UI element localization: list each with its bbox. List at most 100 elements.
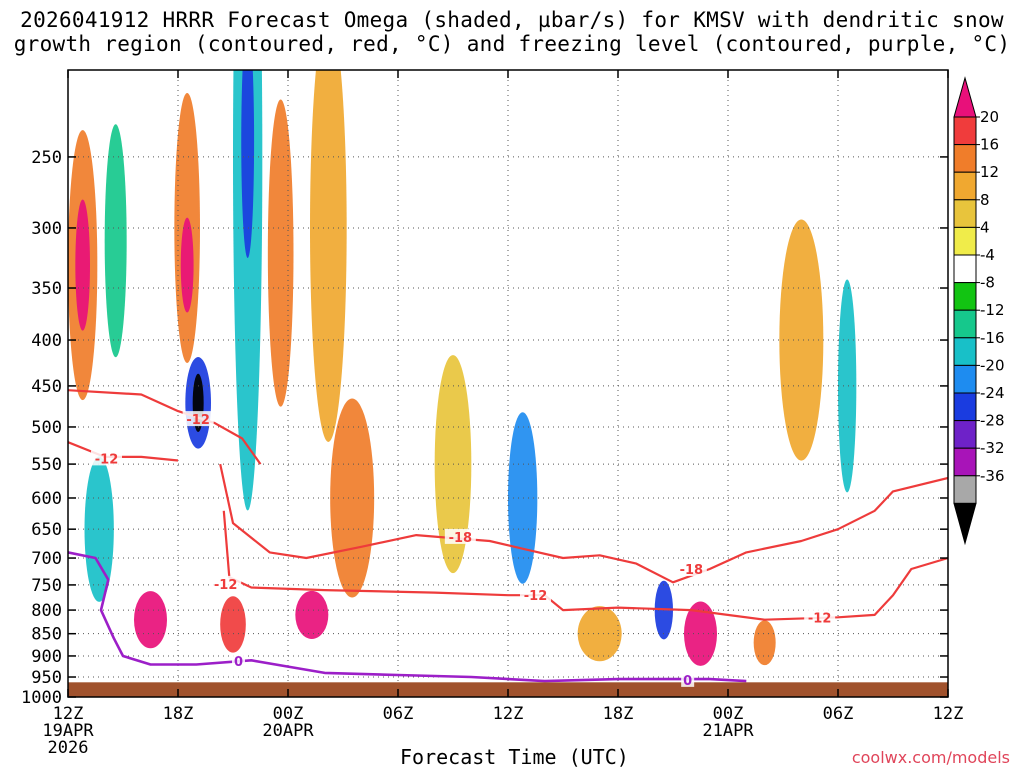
colorbar-label-10: -24: [980, 384, 1005, 402]
colorbar-segment-5: [953, 226, 977, 256]
y-axis: 2503003504004505005506006507007508008509…: [21, 148, 948, 708]
colorbar-segment-14: [953, 475, 977, 504]
y-tick-label-15: 1000: [21, 688, 62, 708]
colorbar-label-6: -8: [980, 274, 995, 292]
title-line-2: growth region (contoured, red, °C) and f…: [13, 32, 1011, 56]
contour-label-4: -12: [214, 578, 238, 593]
contour-label-1: -12: [95, 452, 119, 467]
colorbar-label-2: 12: [980, 163, 999, 181]
x-tick-label-8: 12Z: [933, 704, 964, 724]
colorbar-segment-3: [953, 171, 977, 201]
omega-blob-11: [134, 591, 167, 649]
contour-minus18: [219, 463, 948, 584]
y-tick-label-0: 250: [31, 148, 62, 168]
omega-blob-9: [267, 99, 294, 407]
credit-link[interactable]: coolwx.com/models: [851, 748, 1010, 767]
y-tick-label-4: 450: [31, 377, 62, 397]
contour-label-bg-8: [681, 671, 695, 687]
omega-blob-2: [104, 124, 127, 358]
omega-blob-4: [180, 217, 194, 313]
y-tick-label-12: 850: [31, 625, 62, 645]
y-tick-label-8: 650: [31, 520, 62, 540]
contour-label-bg-5: [520, 587, 551, 603]
omega-blob-20: [838, 279, 857, 493]
x-tick-label-5: 18Z: [603, 704, 634, 724]
colorbar-label-11: -28: [980, 412, 1005, 430]
x-tick-label-2: 00Z: [273, 704, 304, 724]
omega-blob-16: [508, 412, 538, 584]
colorbar-segment-1: [953, 116, 977, 146]
contour-label-bg-0: [182, 411, 214, 427]
y-tick-label-7: 600: [31, 489, 62, 509]
contour-label-7: 0: [234, 655, 243, 670]
y-tick-label-14: 950: [31, 668, 62, 688]
omega-blob-19: [753, 620, 776, 666]
omega-blob-12: [220, 596, 246, 653]
contour-freezing-level: [68, 551, 747, 683]
colorbar-segment-13: [953, 447, 977, 477]
x-tick-sublabel-6-0: 21APR: [702, 721, 754, 741]
y-tick-label-3: 400: [31, 331, 62, 351]
y-tick-label-11: 800: [31, 601, 62, 621]
colorbar-segment-9: [953, 337, 977, 366]
contour-labels: -12 -12 -18 -18 -12 -12 -12 0 0: [91, 411, 836, 689]
omega-blob-15: [84, 456, 114, 602]
gridlines: [68, 70, 948, 697]
contour-label-0: -12: [186, 413, 210, 428]
x-tick-label-4: 12Z: [493, 704, 524, 724]
contour-label-bg-2: [444, 528, 476, 544]
colorbar-label-7: -12: [980, 301, 1005, 319]
contour-label-6: -12: [808, 611, 832, 626]
colorbar-segment-2: [953, 144, 977, 173]
colorbar-label-12: -32: [980, 439, 1005, 457]
omega-blob-13: [295, 590, 329, 639]
title-line-1: 2026041912 HRRR Forecast Omega (shaded, …: [20, 8, 1004, 32]
contour-label-2: -18: [449, 531, 473, 546]
y-tick-label-5: 500: [31, 418, 62, 438]
y-tick-label-9: 700: [31, 549, 62, 569]
colorbar-label-1: 16: [980, 136, 999, 154]
omega-blob-8: [241, 70, 255, 259]
y-tick-label-13: 900: [31, 647, 62, 667]
colorbar-label-13: -36: [980, 467, 1005, 485]
chart-title: 2026041912 HRRR Forecast Omega (shaded, …: [0, 8, 1024, 56]
x-tick-sublabel-2-0: 20APR: [262, 721, 314, 741]
colorbar-label-0: 20: [980, 108, 999, 126]
colorbar-label-3: 8: [980, 191, 990, 209]
omega-blob-1: [75, 199, 90, 331]
x-tick-sublabel-0-0: 19APR: [42, 721, 94, 741]
contour-label-bg-6: [804, 609, 836, 625]
colorbar-bottom-arrow: [953, 502, 977, 546]
x-tick-sublabel-0-1: 2026: [48, 738, 89, 758]
omega-blob-18: [684, 601, 717, 666]
x-tick-label-1: 18Z: [163, 704, 194, 724]
x-tick-label-6: 00Z: [713, 704, 744, 724]
y-tick-label-1: 300: [31, 219, 62, 239]
colorbar-segment-10: [953, 364, 977, 394]
colorbar-label-5: -4: [980, 246, 995, 264]
colorbar-label-8: -16: [980, 329, 1005, 347]
colorbar-label-4: 4: [980, 218, 990, 236]
omega-blob-10: [310, 70, 347, 442]
colorbar-label-9: -20: [980, 356, 1005, 374]
colorbar-segment-12: [953, 420, 977, 449]
omega-blob-7: [233, 70, 263, 511]
colorbar-segment-7: [953, 282, 977, 311]
omega-blob-23: [577, 606, 622, 662]
y-tick-label-2: 350: [31, 279, 62, 299]
contour-minus12-left: [68, 441, 179, 462]
contour-label-bg-3: [675, 561, 707, 577]
x-tick-label-3: 06Z: [383, 704, 414, 724]
omega-blob-21: [779, 219, 824, 461]
omega-shading: [68, 70, 857, 666]
colorbar-segment-4: [953, 199, 977, 228]
x-tick-label-7: 06Z: [823, 704, 854, 724]
omega-blob-14: [330, 398, 375, 598]
x-tick-label-0: 12Z: [53, 704, 84, 724]
colorbar-top-arrow: [953, 76, 977, 118]
y-tick-label-6: 550: [31, 455, 62, 475]
contour-label-8: 0: [683, 674, 692, 689]
colorbar: 20 16 12 8 4 -4 -8 -12 -16 -20 -24 -28 -32 -36: [953, 76, 1005, 546]
